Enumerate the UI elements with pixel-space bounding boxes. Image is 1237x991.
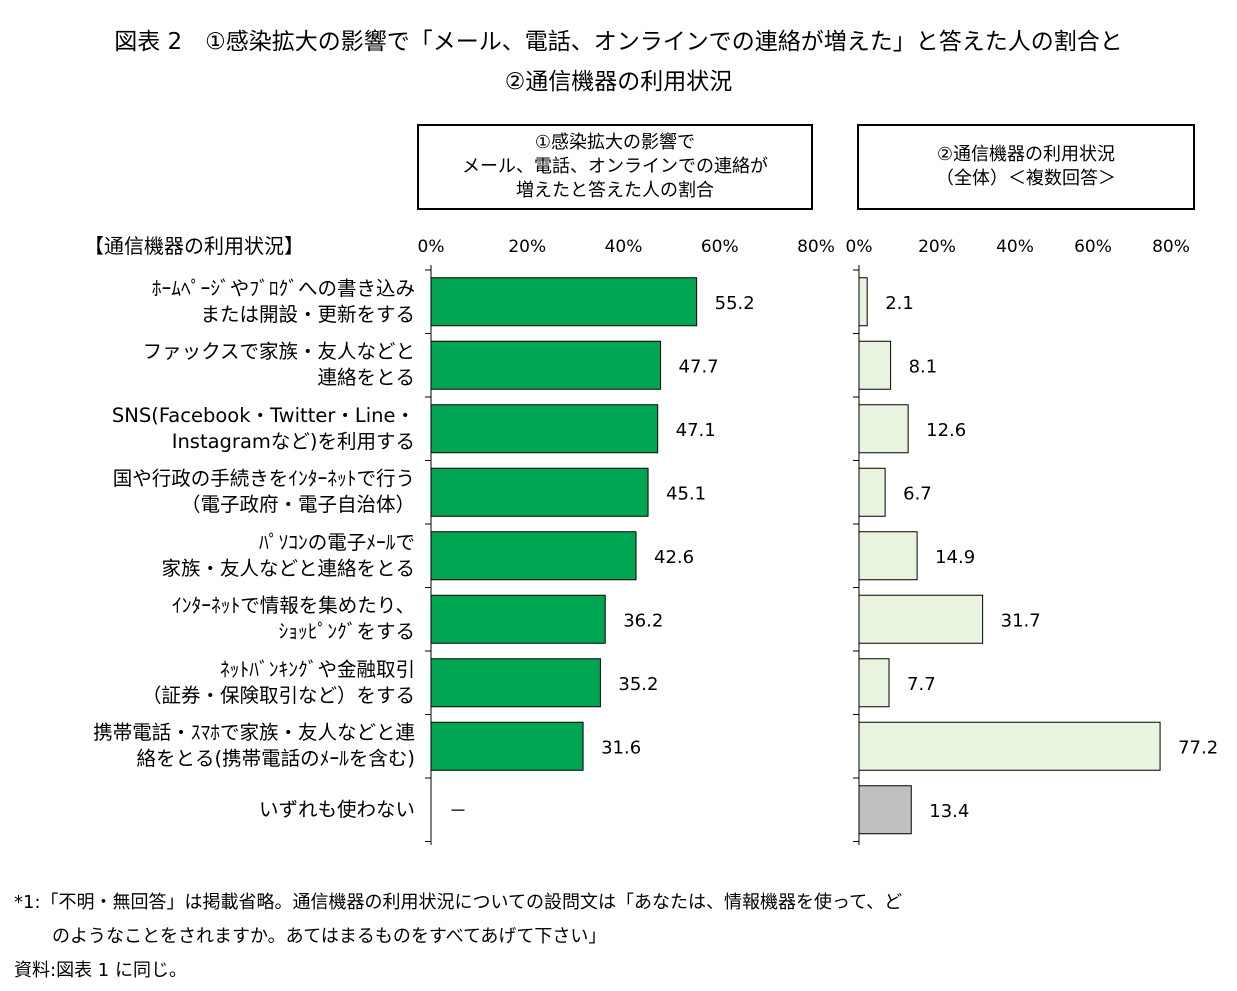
chart-title-line2: ②通信機器の利用状況: [504, 69, 733, 95]
panel2-bar: [858, 404, 909, 454]
panel1-bar: [430, 404, 659, 454]
category-label: ﾎｰﾑﾍﾟｰｼﾞやﾌﾞﾛｸﾞへの書き込み または開設・更新をする: [152, 276, 415, 328]
panel1-header-box: ①感染拡大の影響で メール、電話、オンラインでの連絡が 増えたと答えた人の割合: [417, 124, 813, 210]
panel1-value-label: 36.2: [623, 610, 663, 631]
category-label: ファックスで家族・友人などと 連絡をとる: [143, 339, 415, 391]
panel2-header-box: ②通信機器の利用状況 （全体）＜複数回答＞: [857, 124, 1195, 210]
category-label: いずれも使わない: [259, 797, 415, 823]
panel1-bar: [430, 467, 649, 517]
category-label: SNS(Facebook・Twitter・Line・ Instagramなど)を利…: [112, 403, 415, 455]
category-label-line: ｼｮｯﾋﾟﾝｸﾞをする: [278, 620, 415, 644]
category-label: ｲﾝﾀｰﾈｯﾄで情報を集めたり、 ｼｮｯﾋﾟﾝｸﾞをする: [172, 593, 415, 645]
panel2-bar: [858, 340, 892, 390]
panel2-bar: [858, 531, 918, 581]
panel1-bar: [430, 340, 662, 390]
panel1-header-line: メール、電話、オンラインでの連絡が: [462, 156, 768, 177]
category-label-line: ﾎｰﾑﾍﾟｰｼﾞやﾌﾞﾛｸﾞへの書き込み: [151, 276, 415, 300]
panel2-value-label: 6.7: [903, 483, 932, 504]
category-label-line: ﾊﾟｿｺﾝの電子ﾒｰﾙで: [258, 530, 415, 554]
panel2-value-label: 14.9: [935, 547, 975, 568]
category-label: 携帯電話・ｽﾏﾎで家族・友人などと連 絡をとる(携帯電話のﾒｰﾙを含む): [93, 720, 415, 772]
category-label: ﾈｯﾄﾊﾞﾝｷﾝｸﾞや金融取引 （証券・保険取引など）をする: [142, 657, 415, 709]
section-label: 【通信機器の利用状況】: [84, 234, 304, 258]
panel1-bar: [430, 277, 698, 327]
panel2-value-label: 8.1: [909, 356, 938, 377]
panel1-header-line: 増えたと答えた人の割合: [516, 180, 714, 201]
category-label-line: ファックスで家族・友人などと: [142, 340, 415, 364]
category-label-line: 連絡をとる: [317, 366, 415, 390]
panel2-bar: [858, 594, 984, 644]
panel1-value-label: －: [449, 801, 467, 822]
panel2-value-label: 7.7: [907, 674, 936, 695]
category-label-line: 国や行政の手続きをｲﾝﾀｰﾈｯﾄで行う: [112, 467, 415, 491]
panel1-bar: [430, 594, 606, 644]
panel2-tick-label: 40%: [996, 237, 1034, 257]
panel1-tick-label: 80%: [797, 237, 835, 257]
panel2-tick-label: 80%: [1152, 237, 1190, 257]
category-label-line: 携帯電話・ｽﾏﾎで家族・友人などと連: [93, 721, 415, 745]
panel1-bar: [430, 658, 601, 708]
panel2-value-label: 2.1: [885, 293, 914, 314]
category-label-line: Instagramなど)を利用する: [171, 429, 415, 453]
footnote-line1: *1:「不明・無回答」は掲載省略。通信機器の利用状況についての設問文は「あなたは…: [14, 892, 903, 913]
category-label-line: ﾈｯﾄﾊﾞﾝｷﾝｸﾞや金融取引: [219, 657, 415, 681]
panel1-value-label: 47.1: [676, 420, 716, 441]
panel2-header-line: （全体）＜複数回答＞: [936, 168, 1116, 189]
category-label-line: SNS(Facebook・Twitter・Line・: [111, 403, 415, 427]
category-label: ﾊﾟｿｺﾝの電子ﾒｰﾙで 家族・友人などと連絡をとる: [161, 530, 415, 582]
panel1-value-label: 31.6: [601, 737, 641, 758]
panel2-bar: [858, 467, 886, 517]
category-label-line: （電子政府・電子自治体）: [180, 493, 415, 517]
category-label-line: 家族・友人などと連絡をとる: [161, 556, 415, 580]
panel1-tick-label: 0%: [418, 237, 445, 257]
panel1-bar: [430, 721, 584, 771]
category-label-line: いずれも使わない: [258, 797, 415, 821]
panel1-value-label: 35.2: [618, 674, 658, 695]
panel1-tick-label: 60%: [701, 237, 739, 257]
panel2-tick-label: 60%: [1074, 237, 1112, 257]
category-label-line: （証券・保険取引など）をする: [141, 683, 415, 707]
panel2-bar: [858, 277, 868, 327]
panel1-tick-label: 20%: [508, 237, 546, 257]
panel2-header-line: ②通信機器の利用状況: [936, 144, 1116, 165]
panel2-value-label: 13.4: [929, 801, 969, 822]
category-label-line: ｲﾝﾀｰﾈｯﾄで情報を集めたり、: [172, 594, 415, 618]
panel1-value-label: 55.2: [715, 293, 755, 314]
category-label-line: または開設・更新をする: [200, 302, 415, 326]
category-label-line: 絡をとる(携帯電話のﾒｰﾙを含む): [136, 747, 415, 771]
panel2-bar: [858, 785, 912, 835]
panel1-header-line: ①感染拡大の影響で: [534, 132, 696, 153]
panel1-value-label: 42.6: [654, 547, 694, 568]
panel2-tick-label: 20%: [918, 237, 956, 257]
panel2-value-label: 31.7: [1001, 610, 1041, 631]
panel2-bar: [858, 721, 1161, 771]
footnote-line2: のようなことをされますか。あてはまるものをすべてあげて下さい」: [52, 926, 607, 947]
category-label: 国や行政の手続きをｲﾝﾀｰﾈｯﾄで行う （電子政府・電子自治体）: [113, 466, 415, 518]
chart-title-line1: 図表 2 ①感染拡大の影響で「メール、電話、オンラインでの連絡が増えた」と答えた…: [114, 29, 1123, 55]
panel2-value-label: 12.6: [926, 420, 966, 441]
panel2-value-label: 77.2: [1178, 737, 1218, 758]
source-note: 資料:図表 1 に同じ。: [14, 960, 187, 981]
panel1-value-label: 47.7: [679, 356, 719, 377]
panel1-value-label: 45.1: [666, 483, 706, 504]
panel1-bar: [430, 531, 637, 581]
panel2-tick-label: 0%: [846, 237, 873, 257]
panel2-bar: [858, 658, 890, 708]
panel1-tick-label: 40%: [605, 237, 643, 257]
